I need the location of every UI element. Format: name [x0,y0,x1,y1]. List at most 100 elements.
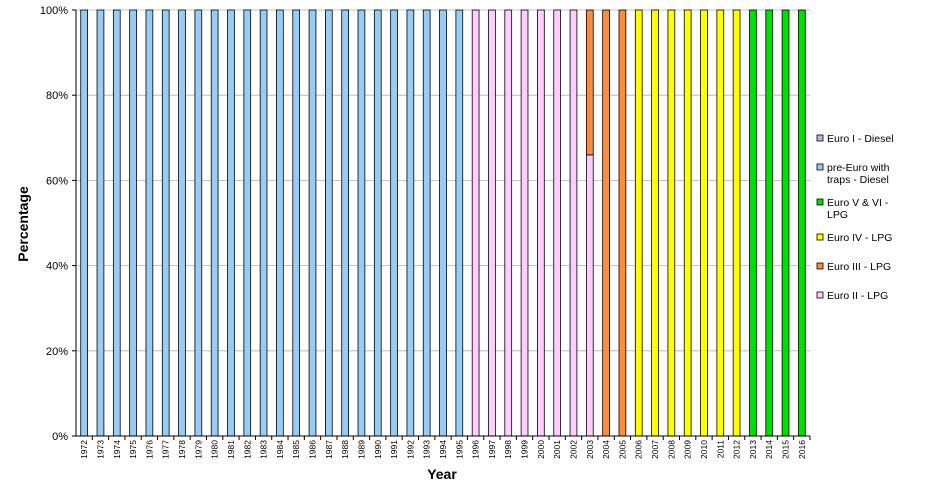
bar-segment [455,9,464,437]
bar-segment [618,9,627,437]
bar-segment [439,9,447,437]
legend-item: Euro III - LPG [816,261,891,273]
bar-segment [357,9,366,437]
x-tick-label: 1989 [356,440,366,459]
legend-label: Euro II - LPG [827,290,888,302]
x-tick-label: 2011 [715,440,725,459]
x-tick-label: 1982 [242,440,252,459]
x-tick-label: 1988 [340,440,350,459]
x-tick-label: 1985 [291,440,301,459]
x-tick-label: 1996 [471,440,481,459]
x-tick-label: 1972 [79,440,89,459]
bar-segment [732,9,741,437]
y-tick-labels: 0% 20% 40% 60% 80% 100% [40,5,68,443]
bars [80,9,806,437]
x-tick-label: 1983 [259,440,269,459]
x-tick-label: 1973 [95,440,105,459]
bar-segment [194,9,203,437]
x-tick-label: 1993 [422,440,432,459]
legend-label: Euro III - LPG [827,261,891,273]
y-axis-title: Percentage [15,186,31,262]
bar-segment [781,9,790,437]
x-tick-label: 1981 [226,440,236,459]
y-tick-label: 60% [46,175,68,187]
legend-swatch [816,134,824,142]
bar-segment [276,9,284,437]
bar-segment [602,9,610,437]
bar-segment [227,9,235,437]
x-tick-label: 1994 [438,440,448,459]
bar-segment [667,9,676,437]
x-tick-label: 2002 [568,440,578,459]
bar-segment [373,9,382,437]
bar-segment [341,9,349,437]
bar-segment [145,9,154,437]
bar-segment [634,9,643,437]
x-tick-label: 1977 [161,440,171,459]
bar-segment [504,9,513,437]
legend-swatch [816,163,824,171]
y-tick-label: 0% [52,431,68,443]
bar-segment [765,9,774,437]
x-tick-label: 2001 [552,440,562,459]
bar-segment [585,154,594,437]
legend-swatch [816,291,824,299]
bar-segment [716,9,725,437]
bar-segment [749,9,757,437]
x-tick-label: 1974 [112,440,122,459]
axes [72,9,811,440]
bar-segment [422,9,431,437]
y-tick-label: 40% [46,261,68,273]
x-tick-label: 1987 [324,440,334,459]
bar-segment [471,9,480,437]
bar-segment [292,9,301,437]
x-tick-label: 2000 [536,440,546,459]
x-tick-label: 1990 [373,440,383,459]
bar-segment [520,9,529,437]
legend-item: Euro IV - LPG [816,232,892,244]
bar-segment [161,9,170,437]
x-tick-label: 1991 [389,440,399,459]
legend-label: Euro I - Diesel [827,133,894,145]
x-tick-label: 2014 [764,440,774,459]
bar-segment [210,9,219,437]
bar-segment [569,9,578,437]
x-tick-label: 2007 [650,440,660,459]
x-tick-label: 1976 [144,440,154,459]
x-tick-label: 2004 [601,440,611,459]
x-tick-label: 2003 [585,440,595,459]
x-tick-label: 1979 [193,440,203,459]
legend-item: Euro II - LPG [816,290,888,302]
x-tick-label: 2016 [797,440,807,459]
bar-segment [700,9,708,437]
legend-item: Euro V & VI -LPG [816,197,889,221]
bar-segment [178,9,186,437]
x-tick-label: 2013 [748,440,758,459]
x-tick-label: 2005 [617,440,627,459]
bar-segment [129,9,137,437]
y-tick-label: 20% [46,346,68,358]
x-tick-labels: 1972 1973 1974 1975 1976 1977 1978 1979 1980 1981… [79,440,807,459]
bar-segment [488,9,496,437]
bar-segment [112,9,121,437]
y-tick-label: 80% [46,90,68,102]
legend-label: Euro V & VI - [827,197,889,209]
legend-swatch [816,262,824,270]
bar-segment [406,9,415,437]
legend-label: traps - Diesel [827,174,889,186]
legend-swatch [816,198,824,206]
x-tick-label: 1999 [520,440,530,459]
bar-segment [537,9,545,437]
bar-segment [308,9,317,437]
legend-label: LPG [827,209,848,221]
x-tick-label: 1992 [405,440,415,459]
bar-segment [683,9,692,437]
x-tick-label: 2009 [683,440,693,459]
x-tick-label: 1998 [503,440,513,459]
x-tick-label: 2010 [699,440,709,459]
legend-item: Euro I - Diesel [816,133,894,145]
